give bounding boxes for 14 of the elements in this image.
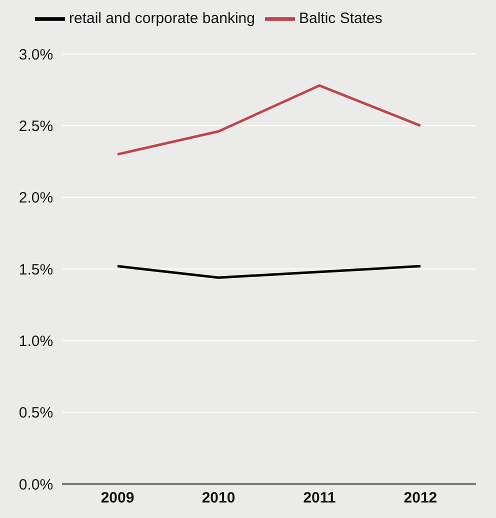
y-tick-label: 0.5% bbox=[18, 404, 54, 422]
x-tick-label: 2010 bbox=[202, 490, 236, 507]
y-tick-label: 1.5% bbox=[18, 261, 54, 278]
legend-label: retail and corporate banking bbox=[69, 10, 255, 27]
legend-label: Baltic States bbox=[298, 10, 382, 27]
y-tick-label: 2.0% bbox=[18, 190, 54, 207]
y-tick-label: 0.0% bbox=[18, 476, 54, 494]
x-tick-label: 2011 bbox=[303, 490, 336, 507]
y-tick-label: 3.0% bbox=[18, 46, 54, 64]
y-tick-label: 1.0% bbox=[18, 332, 54, 350]
x-tick-label: 2012 bbox=[404, 490, 438, 507]
x-tick-label: 2009 bbox=[100, 490, 134, 507]
line-series bbox=[116, 84, 422, 156]
y-tick-label: 2.5% bbox=[18, 118, 54, 135]
